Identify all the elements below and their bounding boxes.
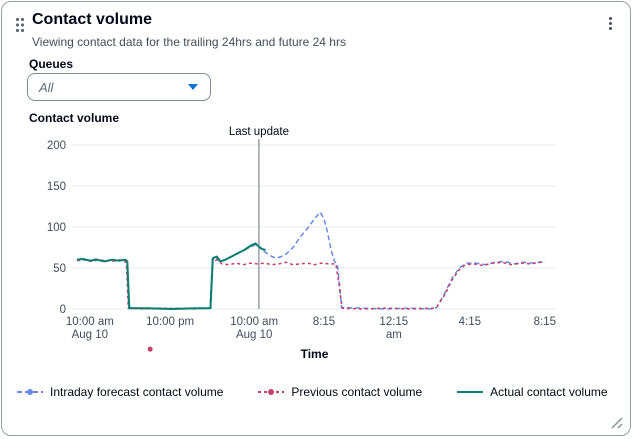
svg-text:50: 50	[53, 263, 66, 275]
more-options-icon	[608, 16, 612, 20]
more-options-icon	[608, 21, 612, 25]
forecast-line-marker-icon	[17, 389, 43, 395]
svg-text:200: 200	[47, 140, 66, 152]
svg-text:0: 0	[60, 304, 66, 316]
svg-text:am: am	[386, 329, 402, 341]
svg-text:100: 100	[47, 222, 66, 234]
drag-handle-icon[interactable]	[15, 17, 25, 33]
more-options-button[interactable]	[598, 11, 622, 35]
actual-line-marker-icon	[457, 391, 484, 393]
svg-text:8:15: 8:15	[534, 316, 556, 328]
time-axis-label: Time	[300, 347, 329, 361]
more-options-icon	[608, 26, 612, 30]
chart-title: Contact volume	[29, 111, 120, 125]
svg-text:12:15: 12:15	[379, 316, 408, 328]
page-title: Contact volume	[32, 11, 153, 28]
chevron-down-icon	[188, 84, 198, 90]
svg-text:10:00 pm: 10:00 pm	[146, 316, 194, 328]
legend-item-intraday-forecast[interactable]: Intraday forecast contact volume	[16, 385, 223, 399]
svg-text:Aug 10: Aug 10	[236, 329, 272, 341]
queues-dropdown-value: All	[39, 79, 54, 95]
legend-item-actual[interactable]: Actual contact volume	[456, 385, 608, 399]
previous-line-marker-icon	[258, 389, 285, 395]
svg-text:150: 150	[47, 181, 66, 193]
legend-label: Intraday forecast contact volume	[50, 385, 224, 399]
svg-text:Last update: Last update	[229, 126, 289, 138]
legend-label: Actual contact volume	[490, 385, 608, 399]
legend-item-previous[interactable]: Previous contact volume	[257, 385, 422, 399]
widget-subtitle: Viewing contact data for the trailing 24…	[32, 35, 346, 49]
svg-text:Aug 10: Aug 10	[72, 329, 108, 341]
svg-text:4:15: 4:15	[459, 316, 481, 328]
queues-dropdown[interactable]: All	[27, 73, 211, 101]
resize-handle[interactable]	[608, 414, 624, 430]
svg-text:10:00 am: 10:00 am	[66, 316, 114, 328]
legend-label: Previous contact volume	[291, 385, 423, 399]
queues-label: Queues	[29, 57, 74, 71]
svg-text:10:00 am: 10:00 am	[230, 316, 278, 328]
chart-legend: Intraday forecast contact volume Previou…	[16, 385, 608, 399]
svg-text:8:15: 8:15	[313, 316, 335, 328]
